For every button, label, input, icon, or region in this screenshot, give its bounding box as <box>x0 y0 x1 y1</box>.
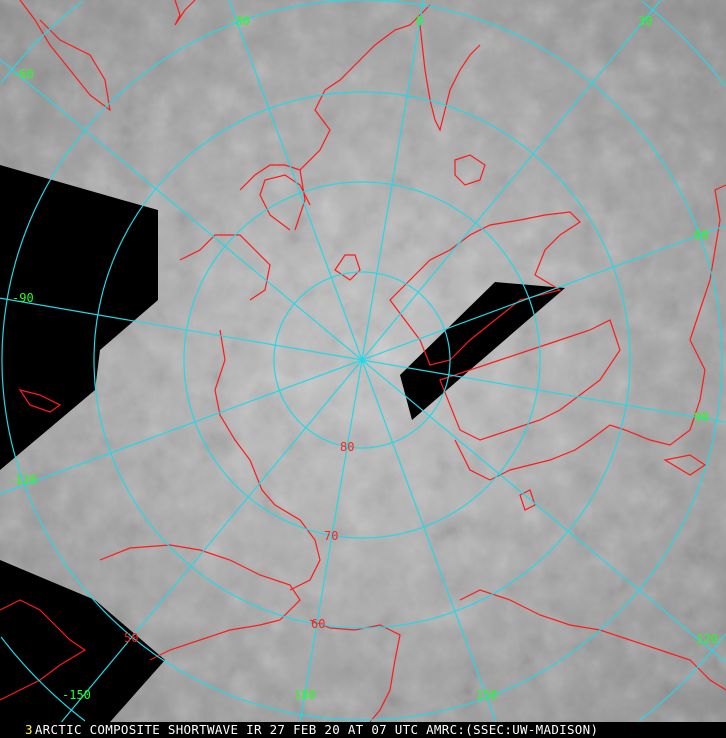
meridian-line <box>361 0 662 361</box>
longitude-label: 30 <box>638 14 653 28</box>
meridian-line <box>361 359 726 663</box>
meridian-line <box>299 359 363 722</box>
longitude-label: 120 <box>696 632 718 646</box>
longitude-label: -150 <box>62 688 91 702</box>
latitude-circle <box>273 271 451 449</box>
meridian-line <box>0 297 363 361</box>
latitude-label: 70 <box>324 529 339 543</box>
image-caption: 3 ARCTIC COMPOSITE SHORTWAVE IR 27 FEB 20… <box>0 722 726 738</box>
longitude-label: 90 <box>694 410 709 424</box>
meridian-line <box>361 0 425 361</box>
latitude-circle <box>1 0 723 721</box>
longitude-label: -120 <box>8 473 37 487</box>
longitude-label: -90 <box>12 291 34 305</box>
panel-number: 3 <box>25 722 33 737</box>
caption-text: ARCTIC COMPOSITE SHORTWAVE IR 27 FEB 20 … <box>34 722 599 737</box>
longitude-label: 60 <box>694 228 709 242</box>
meridian-line <box>61 359 363 722</box>
no-data-swath <box>400 282 565 420</box>
latitude-circle <box>183 181 541 539</box>
no-data-region-southwest <box>0 560 165 722</box>
no-data-region-west <box>0 165 158 470</box>
meridian-line <box>0 359 363 495</box>
meridian-line <box>361 224 726 361</box>
longitude-label: 150 <box>476 688 498 702</box>
latitude-label: 80 <box>340 440 355 454</box>
latitude-label: 60 <box>311 617 326 631</box>
graticule <box>0 0 726 722</box>
latitude-circle <box>93 91 631 629</box>
meridian-line <box>0 59 363 361</box>
longitude-label: 180 <box>294 688 316 702</box>
meridian-line <box>361 359 726 423</box>
map-canvas <box>0 0 726 722</box>
meridian-line <box>228 0 363 361</box>
latitude-circle <box>0 1 726 722</box>
meridian-line <box>361 359 497 722</box>
longitude-label: 0 <box>416 14 424 28</box>
longitude-label: -30 <box>228 14 250 28</box>
longitude-label: -60 <box>12 67 34 81</box>
latitude-label: 50 <box>124 631 139 645</box>
